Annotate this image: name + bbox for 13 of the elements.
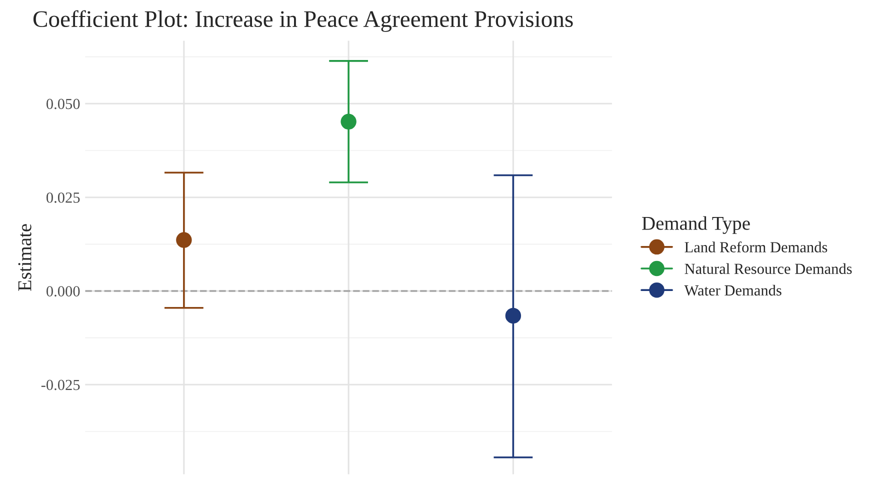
y-tick-label: -0.025 bbox=[41, 380, 80, 390]
y-tick-label: 0.025 bbox=[46, 192, 80, 203]
y-axis-title: Estimate bbox=[18, 224, 32, 291]
y-tick-label: 0.000 bbox=[46, 286, 80, 297]
legend-title: Demand Type bbox=[642, 216, 750, 234]
point bbox=[505, 308, 522, 324]
legend-label: Land Reform Demands bbox=[684, 242, 828, 252]
point bbox=[340, 114, 356, 130]
legend-label: Water Demands bbox=[684, 284, 782, 296]
legend-label: Natural Resource Demands bbox=[684, 263, 852, 274]
y-tick-label: 0.050 bbox=[46, 98, 80, 110]
point bbox=[176, 232, 192, 248]
chart-title: Coefficient Plot: Increase in Peace Agreement Provisions bbox=[33, 10, 573, 32]
